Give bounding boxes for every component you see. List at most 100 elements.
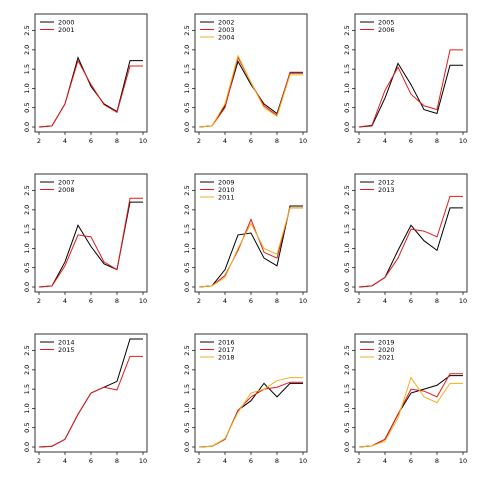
y-tick-label: 2.0 — [183, 365, 191, 375]
y-tick-label: 1.0 — [23, 243, 31, 253]
legend-label: 2009 — [218, 178, 235, 186]
series-line-2000 — [38, 56, 143, 128]
legend-label: 2006 — [378, 26, 395, 34]
legend-label: 2017 — [218, 346, 235, 354]
y-tick-label: 1.0 — [23, 403, 31, 413]
legend-label: 2013 — [378, 186, 395, 194]
y-tick-label: 2.0 — [23, 365, 31, 375]
y-tick-label: 2.5 — [183, 25, 191, 35]
series-line-2021 — [358, 376, 463, 448]
series-line-2002 — [198, 60, 303, 128]
y-axis: 0.0 0.5 1.0 1.5 2.0 2.5 — [23, 345, 35, 452]
y-tick-label: 2.0 — [343, 205, 351, 215]
y-tick-label: 1.5 — [343, 64, 351, 74]
y-tick-label: 1.0 — [343, 403, 351, 413]
series-line-2020 — [358, 373, 463, 448]
legend-label: 2019 — [378, 338, 395, 346]
y-tick-label: 1.5 — [23, 384, 31, 394]
x-axis: 2 4 6 8 10 — [37, 452, 147, 465]
x-tick-label: 8 — [435, 297, 439, 305]
x-tick-label: 4 — [383, 297, 387, 305]
x-tick-label: 8 — [115, 137, 119, 145]
y-tick-label: 1.0 — [183, 83, 191, 93]
y-tick-label: 0.5 — [343, 263, 351, 273]
plot-frame — [34, 173, 148, 293]
y-tick-label: 0.0 — [343, 442, 351, 452]
y-axis: 0.0 0.5 1.0 1.5 2.0 2.5 — [183, 25, 195, 132]
y-tick-label: 1.0 — [183, 403, 191, 413]
series-line-2006 — [358, 49, 463, 128]
y-tick-label: 0.5 — [183, 103, 191, 113]
x-tick-label: 6 — [409, 297, 413, 305]
y-tick-label: 2.5 — [23, 185, 31, 195]
series-line-2012 — [358, 207, 463, 288]
y-tick-label: 0.5 — [343, 103, 351, 113]
legend-label: 2010 — [218, 186, 235, 194]
x-tick-label: 6 — [249, 457, 253, 465]
y-axis: 0.0 0.5 1.0 1.5 2.0 2.5 — [343, 185, 355, 292]
y-tick-label: 0.0 — [23, 442, 31, 452]
legend-label: 2002 — [218, 18, 235, 26]
y-tick-label: 1.5 — [23, 224, 31, 234]
legend-label: 2014 — [58, 338, 75, 346]
y-tick-label: 2.0 — [183, 45, 191, 55]
y-tick-label: 0.0 — [343, 282, 351, 292]
x-tick-label: 2 — [37, 457, 41, 465]
series-line-2010 — [198, 207, 303, 288]
y-tick-label: 1.5 — [343, 224, 351, 234]
x-tick-label: 2 — [37, 297, 41, 305]
y-tick-label: 2.0 — [23, 45, 31, 55]
y-axis: 0.0 0.5 1.0 1.5 2.0 2.5 — [183, 185, 195, 292]
x-tick-label: 2 — [357, 137, 361, 145]
x-tick-label: 4 — [223, 297, 227, 305]
x-tick-label: 4 — [223, 137, 227, 145]
y-tick-label: 2.5 — [23, 345, 31, 355]
plot-frame — [34, 13, 148, 133]
y-tick-label: 2.0 — [23, 205, 31, 215]
x-tick-label: 4 — [63, 457, 67, 465]
x-tick-label: 2 — [357, 297, 361, 305]
y-axis: 0.0 0.5 1.0 1.5 2.0 2.5 — [183, 345, 195, 452]
x-tick-label: 8 — [275, 297, 279, 305]
x-tick-label: 8 — [115, 457, 119, 465]
y-tick-label: 2.5 — [343, 345, 351, 355]
series-line-2011 — [198, 207, 303, 288]
x-tick-label: 10 — [459, 297, 467, 305]
y-tick-label: 1.0 — [343, 243, 351, 253]
y-tick-label: 2.5 — [343, 25, 351, 35]
plot-frame — [354, 13, 468, 133]
x-tick-label: 6 — [89, 457, 93, 465]
x-axis: 2 4 6 8 10 — [37, 292, 147, 305]
y-tick-label: 0.5 — [23, 263, 31, 273]
x-tick-label: 4 — [63, 297, 67, 305]
y-tick-label: 2.5 — [23, 25, 31, 35]
y-tick-label: 1.5 — [343, 384, 351, 394]
legend-label: 2011 — [218, 193, 235, 201]
y-tick-label: 0.0 — [183, 442, 191, 452]
x-tick-label: 6 — [89, 297, 93, 305]
x-tick-label: 10 — [299, 137, 307, 145]
x-tick-label: 6 — [409, 137, 413, 145]
legend-label: 2003 — [218, 26, 235, 34]
y-tick-label: 1.0 — [183, 243, 191, 253]
y-tick-label: 0.5 — [23, 103, 31, 113]
legend-label: 2015 — [58, 346, 75, 354]
x-axis: 2 4 6 8 10 — [357, 452, 467, 465]
legend-label: 2000 — [58, 18, 75, 26]
legend-label: 2001 — [58, 26, 75, 34]
plot-frame — [354, 173, 468, 293]
y-tick-label: 2.5 — [183, 185, 191, 195]
x-tick-label: 10 — [139, 457, 147, 465]
y-tick-label: 0.0 — [343, 122, 351, 132]
y-axis: 0.0 0.5 1.0 1.5 2.0 2.5 — [23, 185, 35, 292]
